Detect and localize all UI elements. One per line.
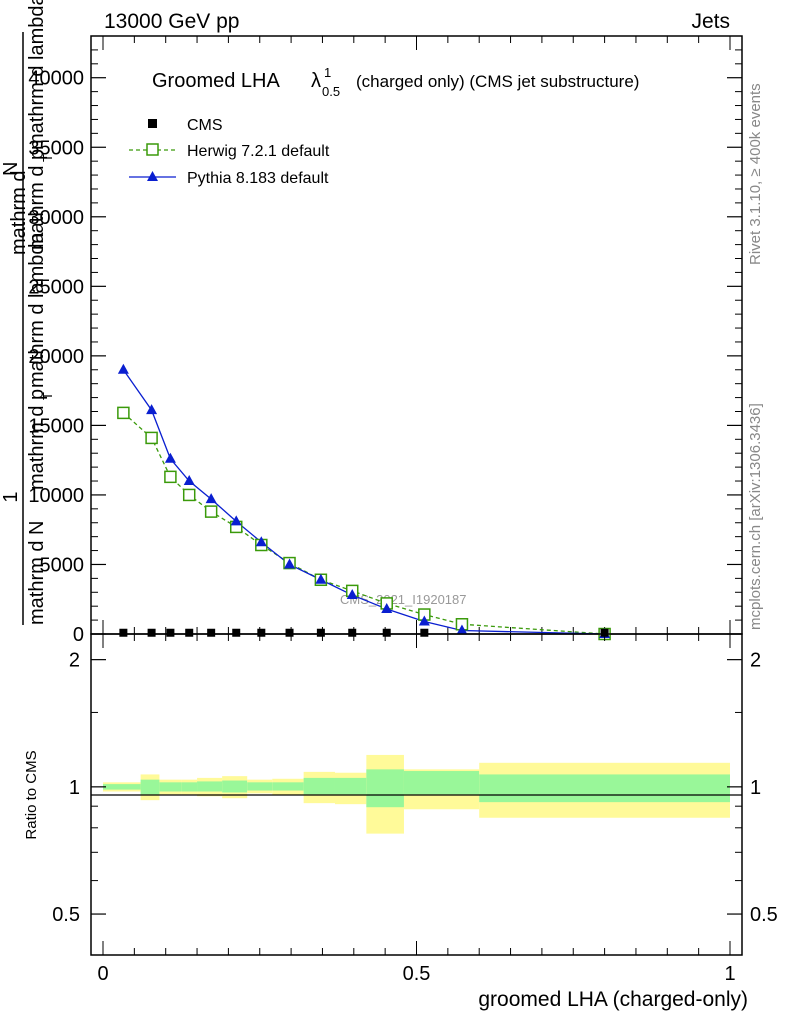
cms-point [119, 628, 128, 637]
main-ylabel: 1 mathrm d N mathrm d N mathrm d p T mat… [0, 0, 55, 625]
cms-point [185, 628, 194, 637]
pythia-point [146, 404, 158, 415]
title-lambda: λ [311, 70, 321, 92]
main-ytick-label: 35000 [28, 137, 84, 159]
cms-point [166, 628, 175, 637]
ratio-xtick-label: 1 [724, 963, 735, 985]
main-ytick-label: 30000 [28, 207, 84, 229]
pythia-point [346, 589, 358, 600]
ylabel-one: 1 [0, 491, 22, 502]
ratio-band-inner [272, 782, 304, 791]
cms-point [207, 628, 216, 637]
mcplots-label: mcplots.cern.ch [arXiv:1306.3436] [747, 403, 764, 630]
rivet-label: Rivet 3.1.10, ≥ 400k events [747, 83, 764, 265]
ratio-x-axis: 0 0.5 1 [97, 634, 736, 985]
ylabel-den: mathrm d N [26, 521, 48, 625]
ratio-band-inner [334, 777, 367, 795]
cms-point [147, 628, 156, 637]
legend-herwig-label: Herwig 7.2.1 default [187, 143, 330, 160]
cms-point [285, 628, 294, 637]
main-ytick-label: 15000 [28, 415, 84, 437]
ratio-band-inner [479, 774, 730, 803]
pythia-point [205, 493, 217, 504]
ratio-band-inner [103, 784, 141, 790]
main-ytick-label: 25000 [28, 276, 84, 298]
main-ytick-label: 5000 [40, 554, 85, 576]
pythia-point [230, 515, 242, 526]
main-x-axis [102, 36, 731, 634]
pythia-point [315, 573, 327, 584]
header-left: 13000 GeV pp [104, 10, 239, 33]
ratio-ylabel: Ratio to CMS [23, 750, 40, 839]
ratio-ytick-label: 2 [69, 650, 80, 672]
ratio-ytick-label-right: 2 [750, 650, 761, 672]
title-sub: 0.5 [322, 84, 340, 99]
ylabel-top: mathrm d [8, 171, 30, 255]
ylabel-top2: N [0, 162, 22, 176]
x-axis-label: groomed LHA (charged-only) [478, 988, 748, 1011]
pythia-point [164, 452, 176, 463]
ratio-band-inner [303, 777, 335, 795]
ratio-ytick-label: 1 [69, 777, 80, 799]
header-right: Jets [691, 10, 730, 33]
ratio-band-inner [403, 771, 480, 795]
ylabel-mid-sub: T [40, 154, 55, 162]
main-ytick-label: 0 [73, 624, 84, 646]
ratio-ytick-label: 0.5 [52, 904, 80, 926]
herwig-point [145, 431, 158, 445]
title-main: Groomed LHA [152, 70, 280, 92]
pythia-point [284, 558, 296, 569]
ratio-xtick-label: 0 [97, 963, 108, 985]
pythia-point [381, 602, 393, 613]
main-y-axis: 0 5000 10000 15000 20000 25000 30000 35000 40000 [28, 49, 742, 646]
ylabel-den2: mathrm d p [26, 389, 48, 490]
cms-point [348, 628, 357, 637]
title-sup: 1 [324, 65, 331, 80]
cms-point [257, 628, 266, 637]
herwig-point [164, 470, 177, 484]
ratio-band-inner [140, 779, 160, 795]
main-ytick-label: 40000 [28, 68, 84, 90]
pythia-point [255, 536, 267, 547]
plot-title: Groomed LHA λ 1 0.5 (charged only) (CMS … [152, 65, 639, 99]
cms-point [420, 628, 429, 637]
herwig-point [182, 488, 196, 502]
pythia-point [418, 615, 430, 626]
pythia-point [456, 624, 468, 635]
legend-pythia-label: Pythia 8.183 default [187, 170, 329, 187]
ylabel-den2-sub: T [40, 392, 55, 400]
ratio-xtick-label: 0.5 [403, 963, 431, 985]
herwig-point [204, 505, 218, 518]
legend-cms-label: CMS [187, 117, 223, 134]
analysis-watermark: CMS_2021_I1920187 [340, 592, 467, 607]
legend-pythia-marker [147, 171, 158, 181]
cms-point [382, 628, 391, 637]
legend: CMS Herwig 7.2.1 default Pythia 8.183 de… [129, 117, 330, 187]
pythia-point [183, 475, 195, 486]
cms-point [232, 628, 241, 637]
legend-cms-marker [148, 119, 157, 128]
main-ytick-label: 10000 [28, 485, 84, 507]
ratio-band-inner [366, 769, 404, 808]
ratio-band-inner [197, 781, 223, 792]
ratio-band-inner [222, 780, 248, 793]
herwig-point [117, 406, 130, 420]
cms-point [600, 628, 609, 637]
ylabel-mid: mathrm d p [26, 149, 48, 250]
ratio-ytick-label-right: 0.5 [750, 904, 778, 926]
ratio-band-inner [181, 782, 198, 792]
main-ytick-label: 20000 [28, 346, 84, 368]
legend-herwig-marker [146, 143, 159, 156]
ratio-y-axis: 0.5 0.5 1 1 2 2 [52, 650, 778, 926]
ylabel-den3: mathrm d lambda [26, 232, 48, 388]
ratio-band-inner [159, 782, 182, 792]
ratio-ytick-label-right: 1 [750, 777, 761, 799]
ylabel-mid2: mathrm d lambda [26, 0, 48, 150]
cms-point [316, 628, 325, 637]
ratio-band-inner [247, 782, 273, 791]
title-rest: (charged only) (CMS jet substructure) [356, 72, 639, 91]
pythia-point [117, 363, 129, 374]
ratio-bands [103, 754, 730, 834]
